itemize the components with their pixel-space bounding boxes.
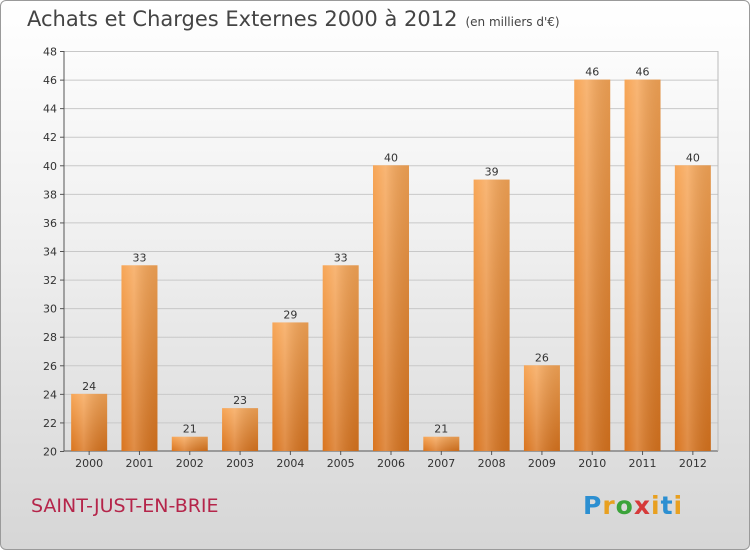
x-tick-label: 2005: [327, 457, 355, 470]
chart-subtitle: (en milliers d'€): [465, 15, 560, 29]
commune-name: SAINT-JUST-EN-BRIE: [31, 495, 219, 517]
y-tick-label: 36: [43, 217, 57, 230]
x-tick-label: 2010: [578, 457, 606, 470]
x-tick-label: 2002: [176, 457, 204, 470]
proxiti-logo[interactable]: Proxiti: [583, 491, 684, 520]
bar-shine: [171, 436, 208, 451]
x-tick-label: 2000: [75, 457, 103, 470]
bar-shine: [574, 79, 611, 452]
bar-shine: [272, 322, 309, 451]
bar-shine: [473, 179, 510, 452]
y-tick-label: 38: [43, 188, 57, 201]
y-tick-label: 40: [43, 160, 57, 173]
bar-shine: [322, 265, 359, 451]
y-tick-label: 34: [43, 246, 57, 259]
bar-shine: [624, 79, 661, 452]
y-tick-label: 20: [43, 446, 57, 459]
bar-value-label: 23: [233, 394, 247, 407]
y-tick-label: 22: [43, 417, 57, 430]
y-tick-label: 28: [43, 331, 57, 344]
x-axis: 2000 2001 2002 2003 2004 2005 2006 2007 2008 2009…: [75, 451, 707, 470]
y-tick-label: 44: [43, 103, 57, 116]
bar-shine: [71, 393, 108, 451]
y-tick-label: 26: [43, 360, 57, 373]
bars: 24 33 21 23 29 33 40 21 39 26 46 46 40: [71, 66, 711, 452]
bar-value-label: 21: [434, 423, 448, 436]
x-tick-label: 2006: [377, 457, 405, 470]
chart-title: Achats et Charges Externes 2000 à 2012 (e…: [27, 7, 560, 31]
bar-value-label: 29: [283, 308, 297, 321]
y-tick-label: 32: [43, 274, 57, 287]
x-tick-label: 2011: [629, 457, 657, 470]
x-tick-label: 2003: [226, 457, 254, 470]
bar-value-label: 21: [183, 423, 197, 436]
x-tick-label: 2007: [427, 457, 455, 470]
y-tick-label: 30: [43, 303, 57, 316]
bar-shine: [674, 165, 711, 452]
x-tick-label: 2004: [276, 457, 304, 470]
x-tick-label: 2012: [679, 457, 707, 470]
x-tick-label: 2009: [528, 457, 556, 470]
y-tick-label: 46: [43, 74, 57, 87]
bar-value-label: 46: [585, 66, 599, 79]
y-tick-label: 42: [43, 131, 57, 144]
bar-shine: [423, 436, 460, 451]
bar-shine: [222, 408, 259, 451]
bar-value-label: 33: [132, 251, 146, 264]
y-tick-label: 48: [43, 46, 57, 59]
bar-shine: [523, 365, 560, 451]
bar-value-label: 40: [686, 151, 700, 164]
x-tick-label: 2008: [478, 457, 506, 470]
title-text: Achats et Charges Externes 2000 à 2012: [27, 7, 458, 31]
bar-value-label: 33: [334, 251, 348, 264]
bar-value-label: 39: [485, 166, 499, 179]
bar-value-label: 46: [636, 66, 650, 79]
x-tick-label: 2001: [125, 457, 153, 470]
bar-value-label: 26: [535, 351, 549, 364]
bar-shine: [121, 265, 158, 451]
bar-shine: [373, 165, 409, 452]
bar-value-label: 24: [82, 380, 96, 393]
bar-value-label: 40: [384, 151, 398, 164]
y-tick-label: 24: [43, 388, 57, 401]
